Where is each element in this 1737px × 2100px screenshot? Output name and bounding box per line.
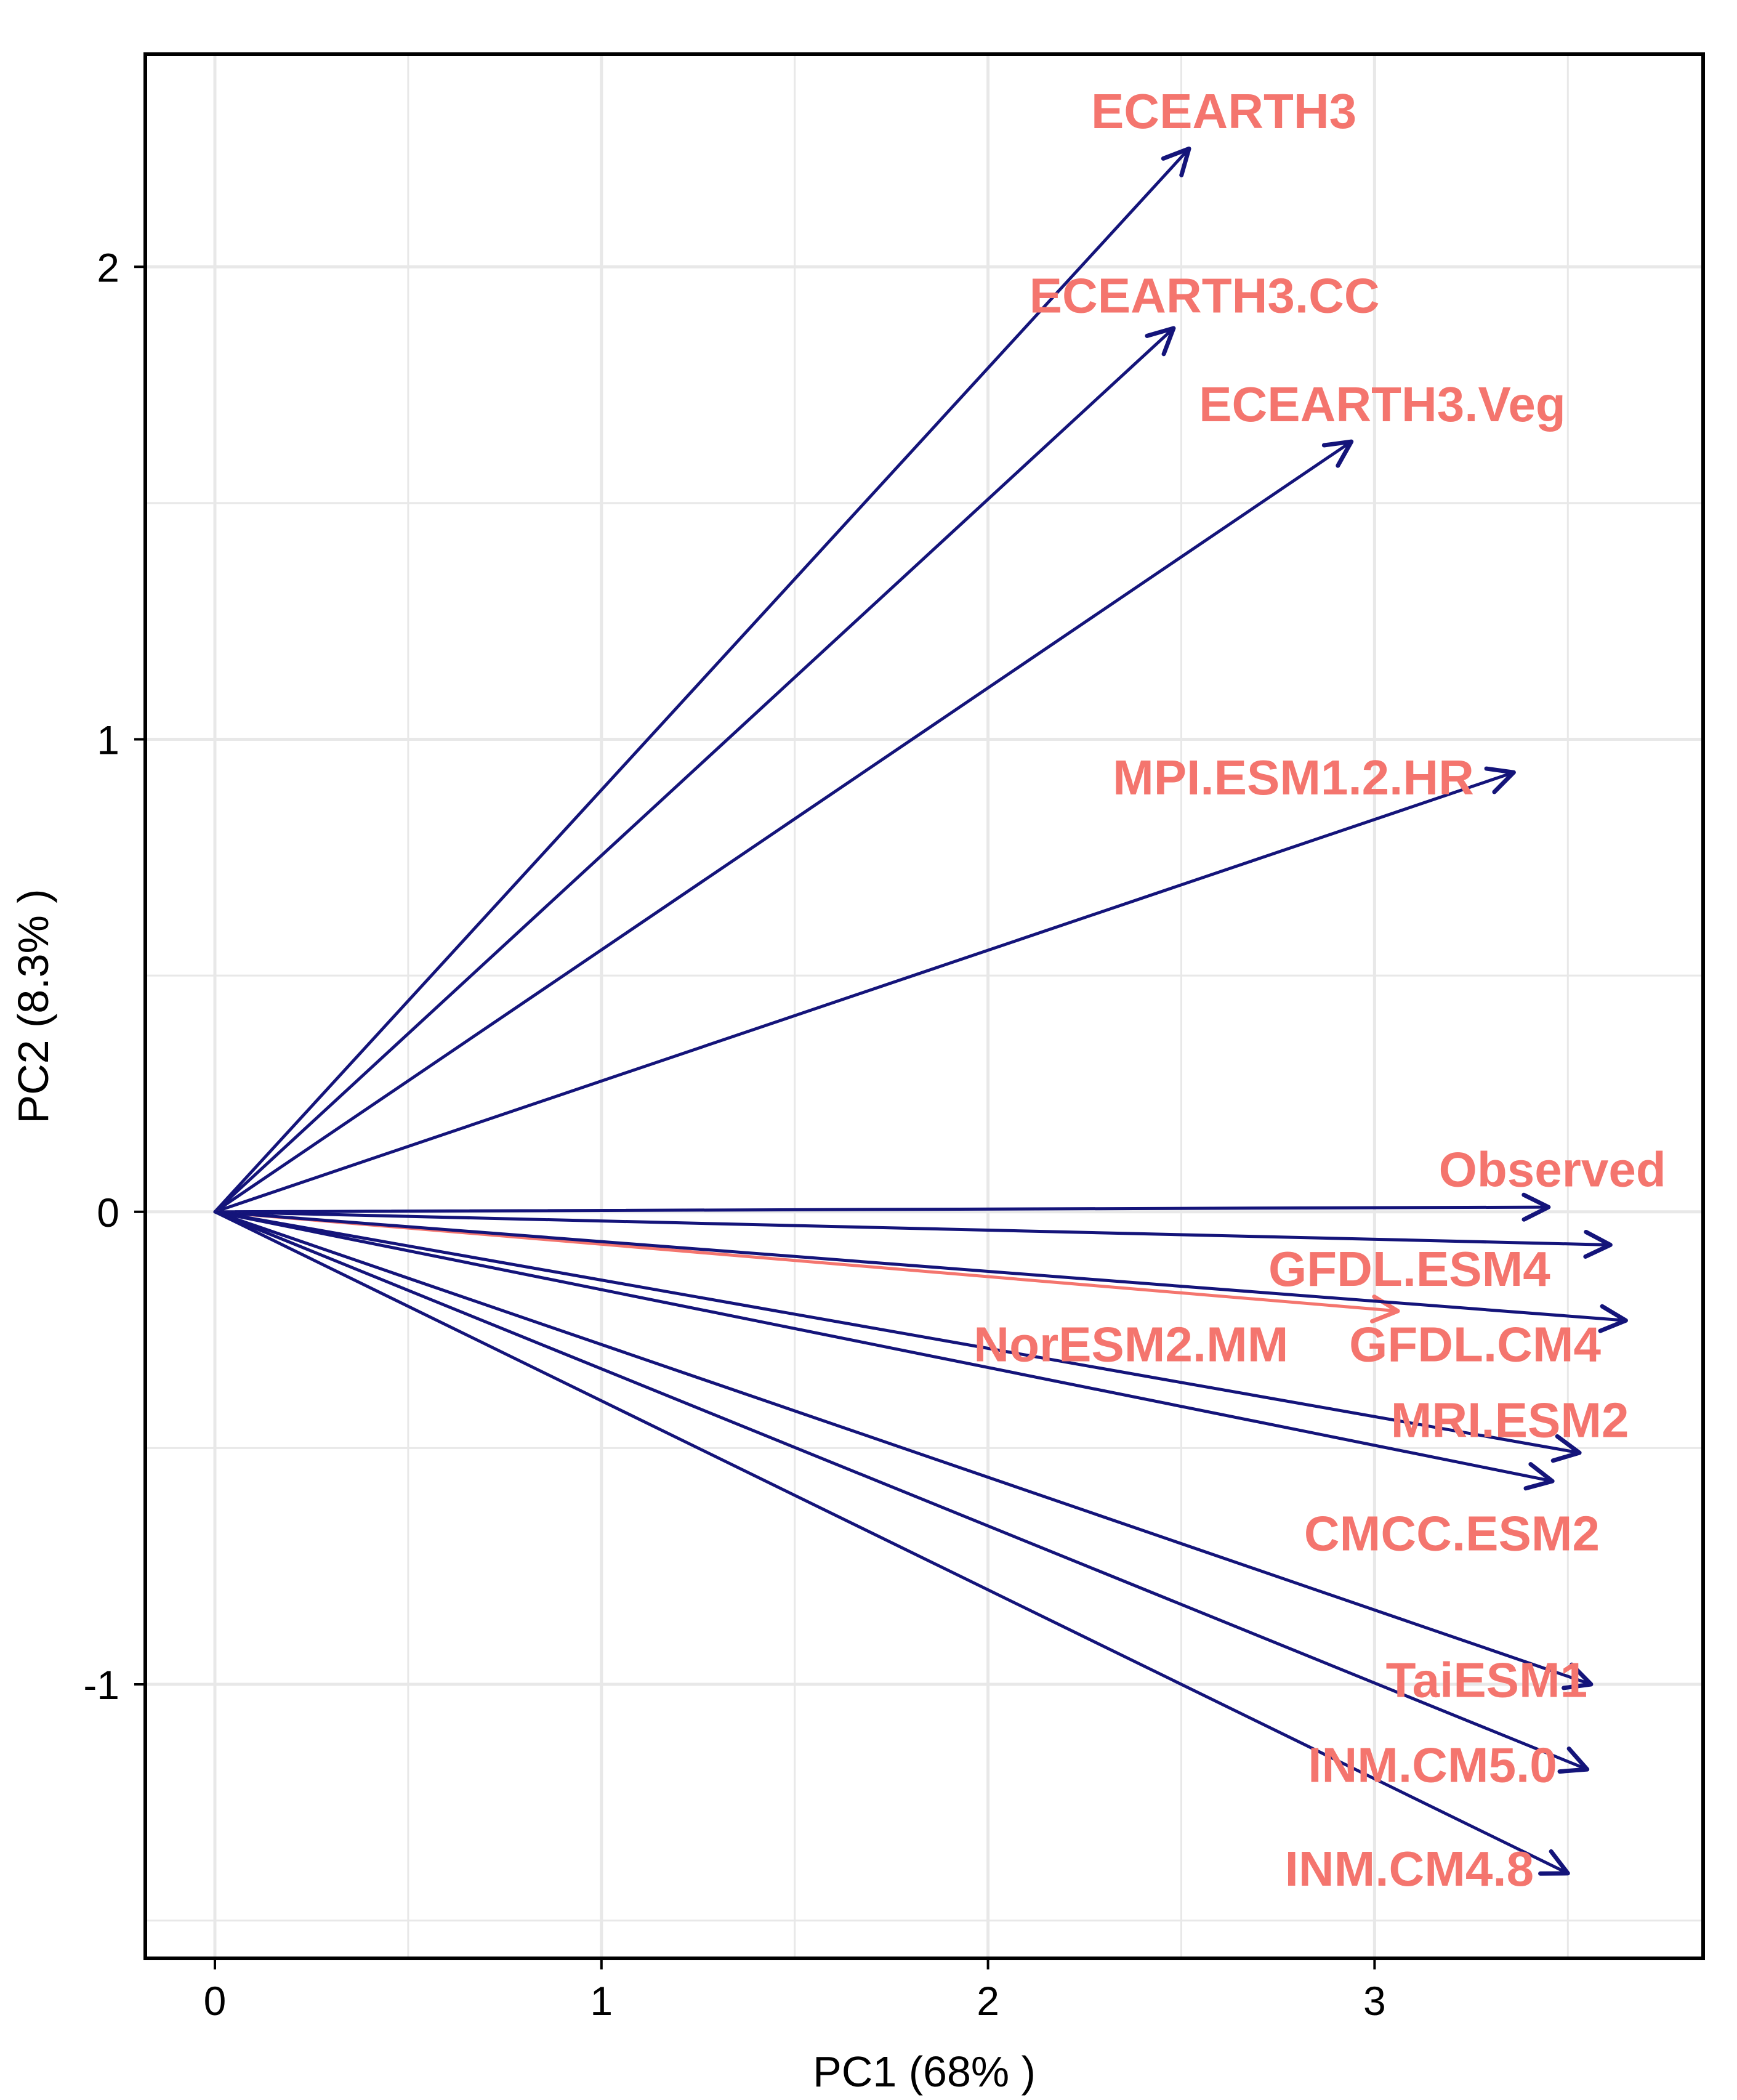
axis-ticks: 0 1 2 3 -1 0 1 2: [83, 244, 1385, 2024]
x-tick-label: 2: [977, 1978, 999, 2024]
label-mpi-esm1-2-hr: MPI.ESM1.2.HR: [1113, 750, 1474, 805]
x-axis-title: PC1 (68% ): [813, 2048, 1036, 2096]
arrow-ecearth3-veg: [213, 439, 1354, 1214]
arrow-gfdl-cm4: [213, 1210, 1628, 1333]
label-inm-cm4-8: INM.CM4.8: [1285, 1841, 1534, 1896]
label-inm-cm5-0: INM.CM5.0: [1308, 1737, 1557, 1792]
y-tick-label: -1: [83, 1662, 119, 1708]
label-gfdl-cm4: GFDL.CM4: [1349, 1317, 1601, 1372]
label-ecearth3-veg: ECEARTH3.Veg: [1199, 377, 1566, 432]
x-tick-label: 1: [590, 1978, 613, 2024]
plot-frame: [143, 52, 1705, 1960]
y-tick-label: 2: [97, 244, 119, 290]
arrow-mri-esm2: [213, 1210, 1582, 1463]
y-axis-title: PC2 (8.3% ): [9, 889, 57, 1123]
arrow-ecearth3-cc: [213, 326, 1176, 1214]
label-ecearth3: ECEARTH3: [1091, 84, 1356, 139]
grid-lines: [145, 54, 1703, 1958]
arrow-taiesm1: [213, 1210, 1594, 1690]
label-cmcc-esm2: CMCC.ESM2: [1304, 1506, 1600, 1561]
label-observed: Observed: [1439, 1142, 1666, 1197]
variable-labels: ECEARTH3 ECEARTH3.CC ECEARTH3.Veg MPI.ESM1.…: [973, 84, 1666, 1896]
arrow-cmcc-esm2: [213, 1210, 1555, 1491]
x-tick-label: 3: [1363, 1978, 1386, 2024]
x-tick-label: 0: [204, 1978, 227, 2024]
arrow-mpi-esm1-2-hr: [213, 766, 1516, 1214]
arrow-gfdl-esm4: [213, 1210, 1613, 1259]
label-taiesm1: TaiESM1: [1386, 1652, 1588, 1707]
y-tick-label: 1: [97, 717, 119, 763]
label-ecearth3-cc: ECEARTH3.CC: [1030, 268, 1380, 323]
y-tick-label: 0: [97, 1190, 119, 1235]
label-mri-esm2: MRI.ESM2: [1391, 1392, 1629, 1447]
arrow-ecearth3: [213, 146, 1191, 1214]
arrow-observed: [213, 1192, 1551, 1222]
arrow-inm-cm5-0: [213, 1210, 1590, 1774]
arrow-inm-cm4-8: [213, 1210, 1570, 1876]
label-gfdl-esm4: GFDL.ESM4: [1268, 1242, 1550, 1296]
label-noresm2-mm: NorESM2.MM: [973, 1317, 1288, 1372]
loading-arrows: [213, 146, 1628, 1876]
